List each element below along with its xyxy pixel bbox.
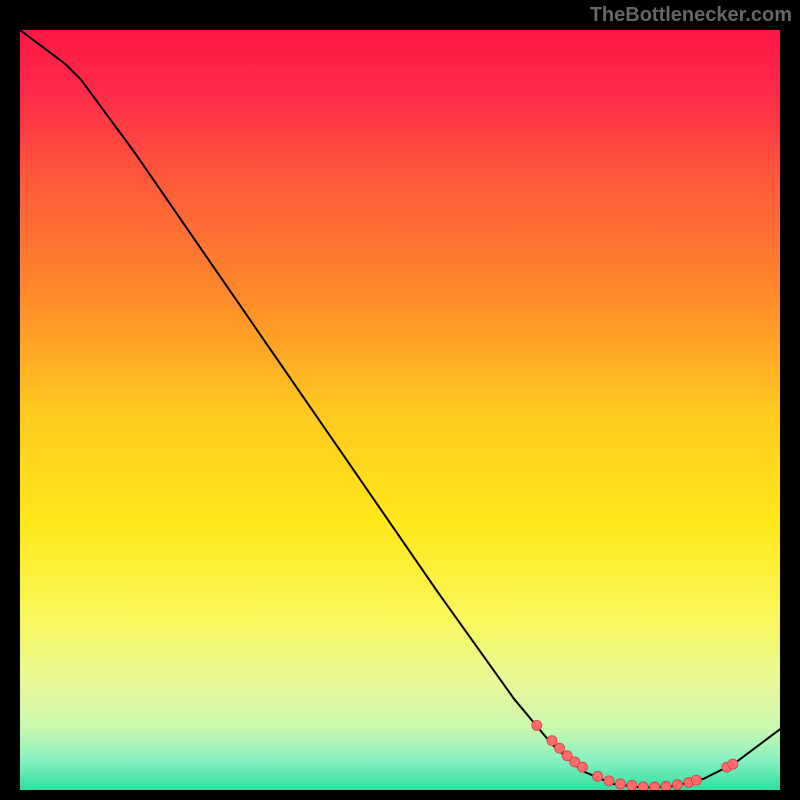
watermark-text: TheBottlenecker.com [590, 4, 792, 27]
chart-svg [20, 30, 780, 790]
curve-marker [728, 759, 738, 769]
curve-marker [650, 782, 660, 790]
plot-area [20, 30, 780, 790]
curve-marker [691, 775, 701, 785]
curve-marker [547, 736, 557, 746]
curve-marker [661, 781, 671, 790]
curve-marker [532, 720, 542, 730]
curve-marker [555, 743, 565, 753]
curve-marker [615, 779, 625, 789]
curve-marker [672, 780, 682, 790]
chart-background [20, 30, 780, 790]
curve-marker [604, 776, 614, 786]
curve-marker [627, 780, 637, 790]
curve-marker [593, 771, 603, 781]
chart-container: TheBottlenecker.com [0, 0, 800, 800]
curve-marker [638, 782, 648, 790]
curve-marker [577, 762, 587, 772]
